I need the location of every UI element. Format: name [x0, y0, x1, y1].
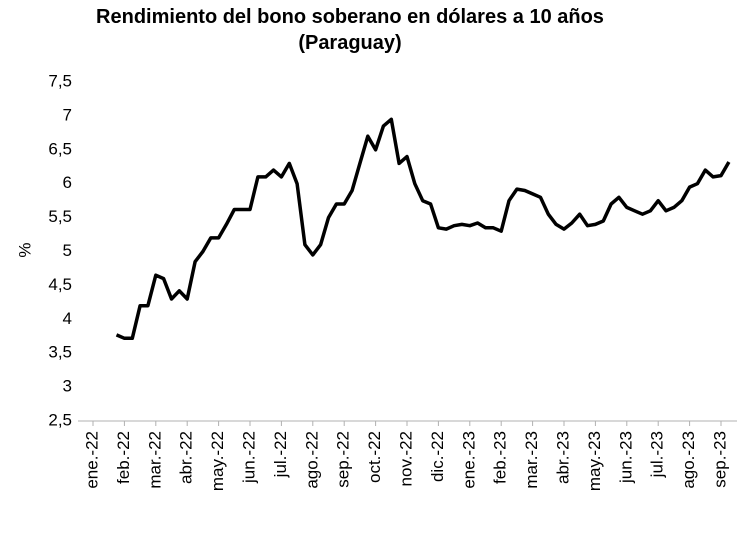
x-tick-label: feb.-22 [114, 431, 133, 484]
y-tick-label: 3 [63, 377, 72, 396]
y-tick-label: 3,5 [48, 343, 72, 362]
chart-title: Rendimiento del bono soberano en dólares… [96, 6, 604, 54]
x-tick-label: jul.-22 [271, 431, 290, 478]
x-tick-label: mar.-23 [522, 431, 541, 489]
y-tick-label: 6 [63, 173, 72, 192]
x-tick-label: ene.-22 [82, 431, 101, 489]
x-tick-label: jul.-23 [648, 431, 667, 478]
x-tick-label: dic.-22 [428, 431, 447, 482]
x-tick-label: mar.-22 [145, 431, 164, 489]
y-tick-label: 2,5 [48, 410, 72, 429]
y-tick-label: 5,5 [48, 207, 72, 226]
x-tick-label: may.-23 [585, 431, 604, 491]
data-line [115, 117, 731, 341]
x-tick-label: feb.-23 [491, 431, 510, 484]
x-tick-label: abr.-23 [553, 431, 572, 484]
x-tick-label: jun.-23 [616, 431, 635, 484]
x-tick-label: ago.-23 [679, 431, 698, 489]
x-tick-label: sep.-22 [334, 431, 353, 488]
y-axis-label: % [15, 242, 34, 257]
x-tick-label: oct.-22 [365, 431, 384, 483]
y-tick-label: 6,5 [48, 139, 72, 158]
x-tick-label: sep.-23 [710, 431, 729, 488]
y-tick-label: 5 [63, 241, 72, 260]
y-tick-label: 4 [63, 309, 72, 328]
y-tick-label: 7 [63, 105, 72, 124]
x-tick-label: jun.-22 [239, 431, 258, 484]
y-tick-label: 7,5 [48, 71, 72, 90]
x-tick-label: ago.-22 [302, 431, 321, 489]
x-tick-label: abr.-22 [177, 431, 196, 484]
y-tick-label: 4,5 [48, 275, 72, 294]
x-tick-label: may.-22 [208, 431, 227, 491]
x-tick-label: ene.-23 [459, 431, 478, 489]
x-tick-label: nov.-22 [396, 431, 415, 486]
